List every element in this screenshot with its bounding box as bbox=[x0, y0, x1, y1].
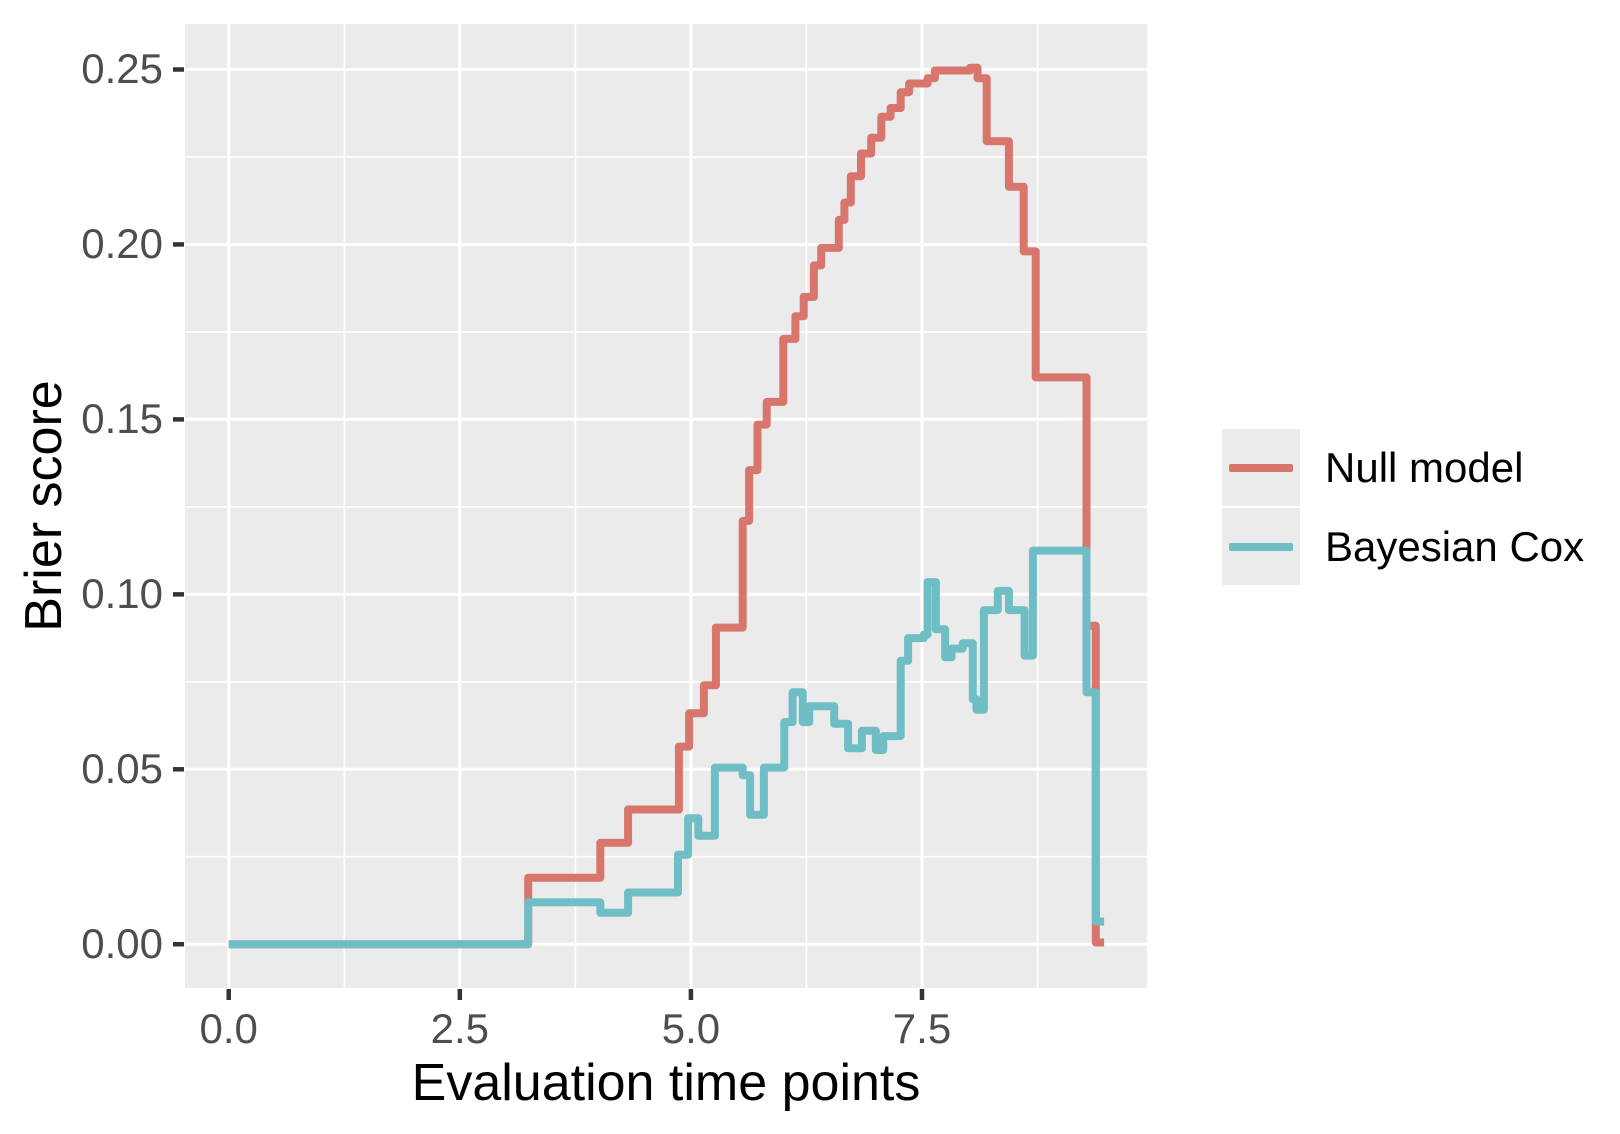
x-tick-label-0.0: 0.0 bbox=[199, 1005, 258, 1052]
legend-key-null-model bbox=[1222, 429, 1300, 506]
legend: Null model Bayesian Cox bbox=[1222, 429, 1584, 587]
y-axis-title: Brier score bbox=[15, 380, 73, 632]
panel-background-layer bbox=[185, 24, 1147, 988]
y-tick-label-0.15: 0.15 bbox=[81, 395, 163, 443]
y-tick-label-0.10: 0.10 bbox=[81, 570, 163, 618]
legend-key-bayesian-cox bbox=[1222, 508, 1300, 585]
panel-background bbox=[185, 24, 1147, 988]
x-tick-label-5.0: 5.0 bbox=[661, 1005, 721, 1052]
x-tick-label-7.5: 7.5 bbox=[892, 1005, 952, 1052]
y-tick-label-0.20: 0.20 bbox=[81, 220, 163, 268]
null-model-line-swatch bbox=[1229, 463, 1293, 472]
legend-label-bayesian-cox: Bayesian Cox bbox=[1325, 522, 1585, 570]
y-tick-label-0.00: 0.00 bbox=[81, 920, 163, 968]
x-tick-label-2.5: 2.5 bbox=[430, 1005, 490, 1052]
x-axis-title: Evaluation time points bbox=[411, 1054, 921, 1112]
legend-item-null-model: Null model bbox=[1222, 429, 1584, 506]
y-tick-label-0.25: 0.25 bbox=[81, 45, 163, 93]
axis-tick-marks bbox=[173, 67, 925, 1000]
series-lines bbox=[228, 63, 1105, 949]
legend-label-null-model: Null model bbox=[1325, 443, 1524, 491]
major-gridlines bbox=[185, 24, 1147, 988]
series-line-bayesian-cox bbox=[228, 546, 1105, 949]
y-tick-label-0.05: 0.05 bbox=[81, 745, 163, 793]
series-line-null-model bbox=[228, 63, 1105, 949]
legend-item-bayesian-cox: Bayesian Cox bbox=[1222, 508, 1584, 585]
minor-gridlines bbox=[185, 24, 1147, 988]
bayesian-cox-line-swatch bbox=[1229, 542, 1293, 551]
